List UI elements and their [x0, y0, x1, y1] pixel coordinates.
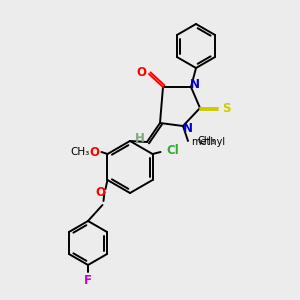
Text: O: O — [95, 185, 106, 199]
Text: N: N — [183, 122, 193, 134]
Text: F: F — [84, 274, 92, 286]
Text: CH₃: CH₃ — [71, 147, 90, 157]
Text: methyl: methyl — [191, 137, 225, 147]
Text: CH₃: CH₃ — [198, 136, 216, 146]
Text: O: O — [136, 67, 146, 80]
Text: S: S — [222, 101, 230, 115]
Text: Cl: Cl — [166, 145, 179, 158]
Text: O: O — [89, 146, 100, 158]
Text: N: N — [190, 77, 200, 91]
Text: H: H — [135, 133, 145, 146]
